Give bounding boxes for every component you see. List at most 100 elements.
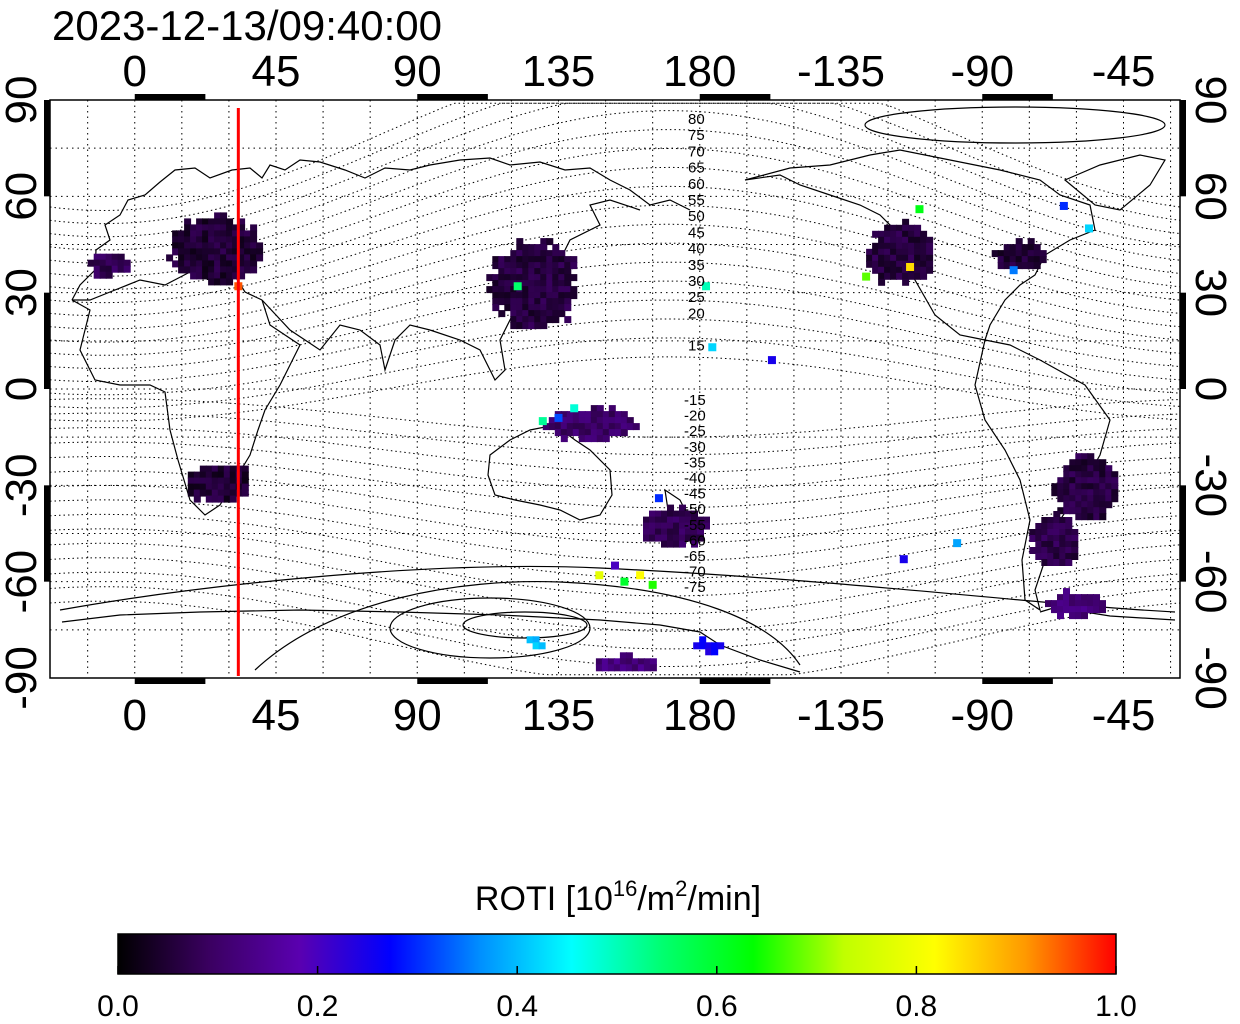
roti-cell xyxy=(1041,517,1049,524)
roti-cell xyxy=(699,636,707,644)
roti-point xyxy=(554,413,563,422)
roti-cell xyxy=(111,253,119,261)
roti-cell xyxy=(1105,495,1113,503)
roti-cell xyxy=(1053,535,1061,542)
roti-cell xyxy=(920,260,928,268)
roti-cell xyxy=(890,224,898,232)
polar-contours xyxy=(59,106,1176,671)
roti-cell xyxy=(196,230,204,238)
roti-cell xyxy=(184,218,192,226)
roti-cell xyxy=(1063,594,1070,602)
roti-cell xyxy=(558,280,566,288)
roti-cell xyxy=(534,262,542,270)
roti-cell xyxy=(214,218,222,226)
roti-point xyxy=(906,262,915,271)
roti-cell xyxy=(1039,250,1047,258)
roti-cell xyxy=(866,248,874,256)
roti-cell xyxy=(93,271,101,279)
roti-cell xyxy=(570,292,578,300)
roti-cell xyxy=(1065,523,1073,530)
roti-cell xyxy=(643,664,651,672)
longitude-tick-top: 180 xyxy=(663,47,736,96)
roti-cell xyxy=(498,274,506,282)
roti-cell xyxy=(564,280,572,288)
roti-cell xyxy=(872,254,880,262)
magnetic-latitude-contour xyxy=(50,528,1180,597)
roti-cell xyxy=(1099,483,1107,491)
roti-cell xyxy=(595,658,603,666)
roti-cell xyxy=(510,298,518,306)
roti-cell xyxy=(878,254,886,262)
roti-cell xyxy=(596,417,604,425)
roti-cell xyxy=(1075,477,1083,485)
frame-bar-right xyxy=(1180,485,1186,582)
roti-cell xyxy=(238,218,246,226)
frame-bar-top xyxy=(134,94,206,100)
roti-cell xyxy=(528,298,536,306)
roti-cell xyxy=(87,259,95,267)
roti-cell xyxy=(193,471,201,479)
roti-cell xyxy=(214,224,222,232)
roti-cell xyxy=(184,236,192,244)
roti-cell xyxy=(1059,535,1067,542)
roti-cell xyxy=(504,292,512,300)
roti-cell xyxy=(540,286,548,294)
roti-cell xyxy=(1015,256,1023,264)
roti-cell xyxy=(1057,507,1065,515)
frame-bar-bottom xyxy=(417,678,488,684)
roti-cell xyxy=(166,254,174,262)
roti-cell xyxy=(241,483,249,491)
roti-cell xyxy=(238,266,246,274)
roti-cell xyxy=(1059,529,1067,536)
roti-cell xyxy=(540,322,548,330)
roti-cell xyxy=(504,262,512,270)
roti-cell xyxy=(914,254,922,262)
roti-cell xyxy=(1041,559,1049,566)
roti-cell xyxy=(649,658,657,666)
roti-cell xyxy=(1063,501,1071,509)
roti-cell xyxy=(649,528,656,536)
roti-cell xyxy=(226,260,234,268)
roti-cell xyxy=(250,260,258,268)
roti-cell xyxy=(202,254,210,262)
roti-cell xyxy=(238,260,246,268)
roti-cell xyxy=(1021,244,1029,252)
roti-cell xyxy=(896,266,904,274)
contour-label: 80 xyxy=(688,111,705,128)
roti-region xyxy=(1045,588,1106,620)
roti-cell xyxy=(655,516,662,524)
roti-cell xyxy=(1003,262,1011,270)
roti-cell xyxy=(492,298,500,306)
roti-cell xyxy=(193,495,201,503)
roti-cell xyxy=(196,260,204,268)
roti-cell xyxy=(1057,477,1065,485)
roti-cell xyxy=(229,489,237,497)
south-polar-contour-inner xyxy=(462,611,588,639)
roti-cell xyxy=(926,248,934,256)
latitude-tick-left: 0 xyxy=(0,377,46,401)
roti-cell xyxy=(238,242,246,250)
roti-cell xyxy=(590,405,598,413)
roti-cell xyxy=(620,411,628,419)
roti-cell xyxy=(1039,256,1047,264)
roti-cell xyxy=(117,259,125,267)
roti-cell xyxy=(1069,606,1076,614)
roti-cell xyxy=(546,274,554,282)
roti-cell xyxy=(1071,553,1079,560)
roti-region xyxy=(542,405,640,443)
roti-cell xyxy=(566,423,574,431)
roti-cell xyxy=(226,242,234,250)
roti-cell xyxy=(711,648,719,656)
roti-region xyxy=(166,212,264,286)
roti-cell xyxy=(1071,535,1079,542)
roti-cell xyxy=(1027,244,1035,252)
roti-cell xyxy=(540,250,548,258)
roti-cell xyxy=(1081,471,1089,479)
roti-cell xyxy=(564,298,572,306)
roti-cell xyxy=(643,522,650,530)
roti-cell xyxy=(522,268,530,276)
roti-cell xyxy=(1093,513,1101,521)
roti-cell xyxy=(220,266,228,274)
roti-cell xyxy=(878,236,886,244)
roti-cell xyxy=(619,664,627,672)
